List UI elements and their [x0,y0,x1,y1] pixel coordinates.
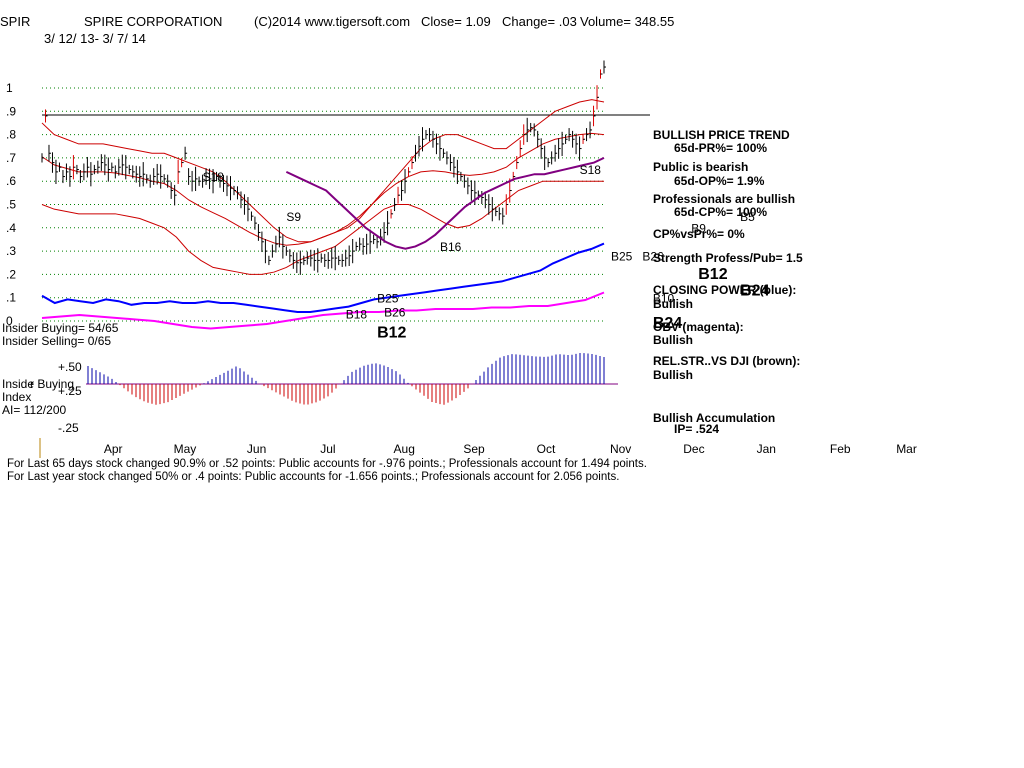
y-tick-label: .8 [6,128,16,142]
month-label: Nov [610,442,631,456]
copyright: (C)2014 www.tigersoft.com [254,14,411,29]
signal-label: S18 [580,163,602,177]
pro-title: Professionals are bullish [653,192,796,206]
rs-value: Bullish [653,368,694,382]
obv-title: OBV (magenta): [653,320,744,334]
month-label: Oct [537,442,556,456]
trend-title: BULLISH PRICE TREND [653,128,790,142]
date-range: 3/ 12/ 13- 3/ 7/ 14 [44,31,146,46]
accum-title: Bullish Accumulation [653,411,776,425]
month-label: Dec [683,442,704,456]
month-label: Mar [896,442,917,456]
y-axis-tick-labels: 1 .9 .8 .7 .6 .5 .4 .3 .2 .1 0 [6,81,16,328]
signal-label: B5 [740,210,755,224]
month-label: May [174,442,197,456]
signal-label: B26 [384,305,406,319]
band-upper [41,99,605,243]
pro-value: 65d-CP%= 100% [674,205,768,219]
y-tick-label: 1 [6,81,13,95]
signal-label: B24 [740,282,769,299]
strength: Strength Profess/Pub= 1.5 [653,251,803,265]
y-tick-label: .5 [6,198,16,212]
y-tick-label: .2 [6,267,16,281]
price-gridlines [42,87,604,322]
accum-tick-label: +.50 [58,360,82,374]
insider-label-a: Inside [2,377,35,391]
month-label: Apr [104,442,123,456]
month-label: Jul [320,442,335,456]
signal-label: B26 [642,249,664,263]
footer-line-2: For Last year stock changed 50% or .4 po… [7,471,620,483]
signal-label: B12 [377,324,406,341]
signal-label: S9 [286,210,301,224]
y-tick-label: .1 [6,291,16,305]
signal-label: B10 [653,291,675,305]
change-value: Change= .03 [502,14,577,29]
y-tick-label: .9 [6,104,16,118]
obv-line [41,291,605,330]
signal-label: B25 [611,249,633,263]
month-label: Jan [757,442,776,456]
accum-value: IP= .524 [674,422,720,436]
public-value: 65d-OP%= 1.9% [674,174,765,188]
cp-value: Bullish [653,297,694,311]
cp-title: CLOSING POWER (blue): [653,283,797,297]
trend-value: 65d-PR%= 100% [674,141,768,155]
obv-value: Bullish [653,333,694,347]
insider-buying: Insider Buying= 54/65 [2,321,119,335]
month-label: Aug [394,442,415,456]
y-tick-label: .3 [6,244,16,258]
signal-label: B12 [698,266,727,283]
accum-tick-label: -.25 [58,421,79,435]
signal-label: B25 [377,291,399,305]
ma-line [285,156,605,250]
company-name: SPIRE CORPORATION [84,14,223,29]
band-middle [41,132,605,246]
close-value: Close= 1.09 [421,14,491,29]
cp-vs-pr: CP%vsPr%= 0% [653,227,745,241]
band-lower [41,180,604,275]
signal-label: B24 [653,315,682,332]
volume-value: Volume= 348.55 [580,14,675,29]
signal-label: B18 [346,308,368,322]
closing-power-line [41,242,605,313]
price-bands [41,99,605,275]
insider-label-b: r Buying [30,377,75,391]
month-label: Sep [463,442,485,456]
month-label: Feb [830,442,851,456]
public-title: Public is bearish [653,160,749,174]
y-tick-label: .6 [6,174,16,188]
price-bars [41,60,606,275]
footer-line-1: For Last 65 days stock changed 90.9% or … [7,458,647,470]
month-label: Jun [247,442,266,456]
rs-title: REL.STR..VS DJI (brown): [653,354,801,368]
signal-label: B9 [691,221,706,235]
month-labels: Apr May Jun Jul Aug Sep Oct Nov Dec Jan Feb Mar [104,442,917,456]
moving-average [285,156,605,250]
accum-tick-label: +.25 [58,384,82,398]
ai-value: AI= 112/200 [2,403,67,417]
y-tick-label: .7 [6,151,16,165]
signal-label: B16 [440,240,462,254]
signal-label: S18 [203,170,225,184]
y-tick-label: .4 [6,221,16,235]
insider-selling: Insider Selling= 0/65 [2,334,112,348]
index-label: Index [2,390,32,404]
y-tick-label: 0 [6,314,13,328]
accumulation-index: +.50 +.25 -.25 [58,353,618,435]
symbol: SPIR [0,14,31,29]
cp-line [41,242,605,313]
obv-line [41,291,605,330]
